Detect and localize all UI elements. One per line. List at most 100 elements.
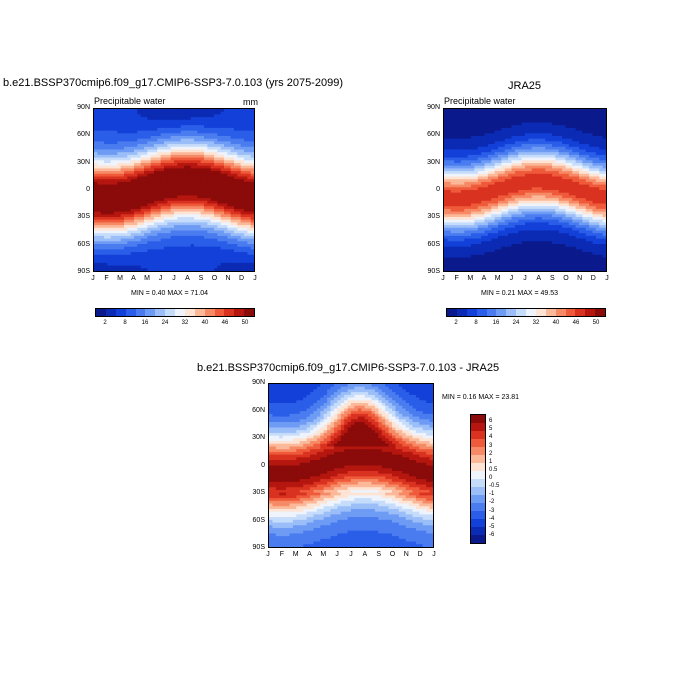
heatmap-cell: [120, 265, 125, 269]
heatmap-cell: [589, 125, 594, 129]
heatmap-cell: [234, 249, 238, 253]
tick-label: 30N: [77, 158, 90, 166]
heatmap-cell: [214, 214, 218, 218]
heatmap-cell: [602, 195, 606, 199]
heatmap-cell: [134, 117, 138, 121]
heatmap-cell: [127, 252, 132, 256]
heatmap-cell: [227, 265, 232, 269]
heatmap-cell: [120, 181, 125, 186]
heatmap-cell: [134, 114, 138, 118]
heatmap-cell: [154, 206, 158, 210]
heatmap-cell: [531, 203, 536, 207]
heatmap-cell: [104, 254, 108, 259]
heatmap-cell: [150, 254, 155, 259]
heatmap-cell: [477, 211, 482, 215]
heatmap-cell: [214, 200, 218, 205]
heatmap-cell: [144, 192, 148, 196]
heatmap-cell: [140, 152, 145, 156]
heatmap-cell: [602, 127, 606, 132]
heatmap-cell: [504, 114, 509, 118]
heatmap-cell: [204, 262, 208, 267]
heatmap-cell: [491, 149, 496, 153]
heatmap-cell: [531, 217, 536, 221]
heatmap-cell: [592, 122, 597, 126]
heatmap-cell: [170, 171, 175, 175]
heatmap-cell: [234, 154, 238, 159]
heatmap-cell: [100, 265, 105, 269]
heatmap-cell: [120, 160, 125, 164]
heatmap-cell: [190, 203, 195, 207]
heatmap-cell: [177, 268, 182, 271]
heatmap-cell: [150, 152, 155, 156]
heatmap-cell: [127, 149, 132, 153]
heatmap-cell: [555, 206, 560, 210]
heatmap-cell: [487, 222, 492, 226]
heatmap-cell: [104, 149, 108, 153]
heatmap-cell: [234, 260, 238, 264]
heatmap-cell: [494, 114, 499, 118]
heatmap-cell: [230, 125, 235, 129]
heatmap-cell: [217, 179, 222, 183]
heatmap-cell: [474, 149, 479, 153]
heatmap-cell: [167, 187, 172, 191]
heatmap-cell: [250, 238, 254, 242]
heatmap-cell: [538, 141, 543, 145]
heatmap-cell: [124, 233, 128, 237]
heatmap-cell: [184, 157, 188, 161]
heatmap-cell: [137, 181, 142, 186]
heatmap-cell: [107, 157, 112, 161]
heatmap-cell: [595, 133, 600, 137]
heatmap-cell: [528, 219, 533, 223]
heatmap-cell: [210, 122, 215, 126]
heatmap-cell: [140, 138, 145, 142]
heatmap-cell: [200, 211, 205, 215]
heatmap-cell: [545, 203, 550, 207]
heatmap-cell: [194, 252, 198, 256]
heatmap-cell: [214, 165, 218, 169]
heatmap-cell: [200, 227, 205, 232]
heatmap-cell: [154, 252, 158, 256]
heatmap-cell: [154, 198, 158, 202]
heatmap-cell: [160, 254, 165, 259]
heatmap-cell: [184, 225, 188, 229]
heatmap-cell: [504, 181, 509, 186]
heatmap-cell: [184, 235, 188, 240]
heatmap-cell: [589, 198, 594, 202]
heatmap-cell: [154, 146, 158, 151]
heatmap-cell: [552, 111, 556, 115]
heatmap-cell: [464, 157, 469, 161]
heatmap-cell: [474, 171, 479, 175]
heatmap-cell: [194, 138, 198, 142]
heatmap-cell: [447, 165, 452, 169]
heatmap-cell: [120, 125, 125, 129]
heatmap-cell: [187, 254, 192, 259]
heatmap-cell: [180, 141, 185, 145]
heatmap-cell: [484, 119, 489, 124]
heatmap-cell: [579, 154, 583, 159]
heatmap-cell: [190, 254, 195, 259]
heatmap-cell: [114, 141, 118, 145]
heatmap-cell: [187, 187, 192, 191]
heatmap-cell: [602, 163, 606, 167]
heatmap-cell: [124, 152, 128, 156]
heatmap-cell: [552, 144, 556, 148]
heatmap-cell: [541, 200, 546, 205]
heatmap-cell: [204, 165, 208, 169]
heatmap-cell: [501, 187, 506, 191]
heatmap-cell: [528, 211, 533, 215]
heatmap-cell: [234, 252, 238, 256]
heatmap-cell: [210, 241, 215, 245]
heatmap-cell: [558, 146, 563, 151]
heatmap-cell: [110, 225, 115, 229]
heatmap-cell: [484, 117, 489, 121]
heatmap-cell: [160, 173, 165, 178]
heatmap-cell: [107, 268, 112, 271]
heatmap-cell: [592, 157, 597, 161]
heatmap-cell: [528, 144, 533, 148]
heatmap-cell: [217, 133, 222, 137]
heatmap-cell: [602, 184, 606, 188]
heatmap-cell: [167, 111, 172, 115]
heatmap-cell: [467, 200, 472, 205]
heatmap-cell: [197, 257, 202, 261]
heatmap-cell: [174, 125, 178, 129]
